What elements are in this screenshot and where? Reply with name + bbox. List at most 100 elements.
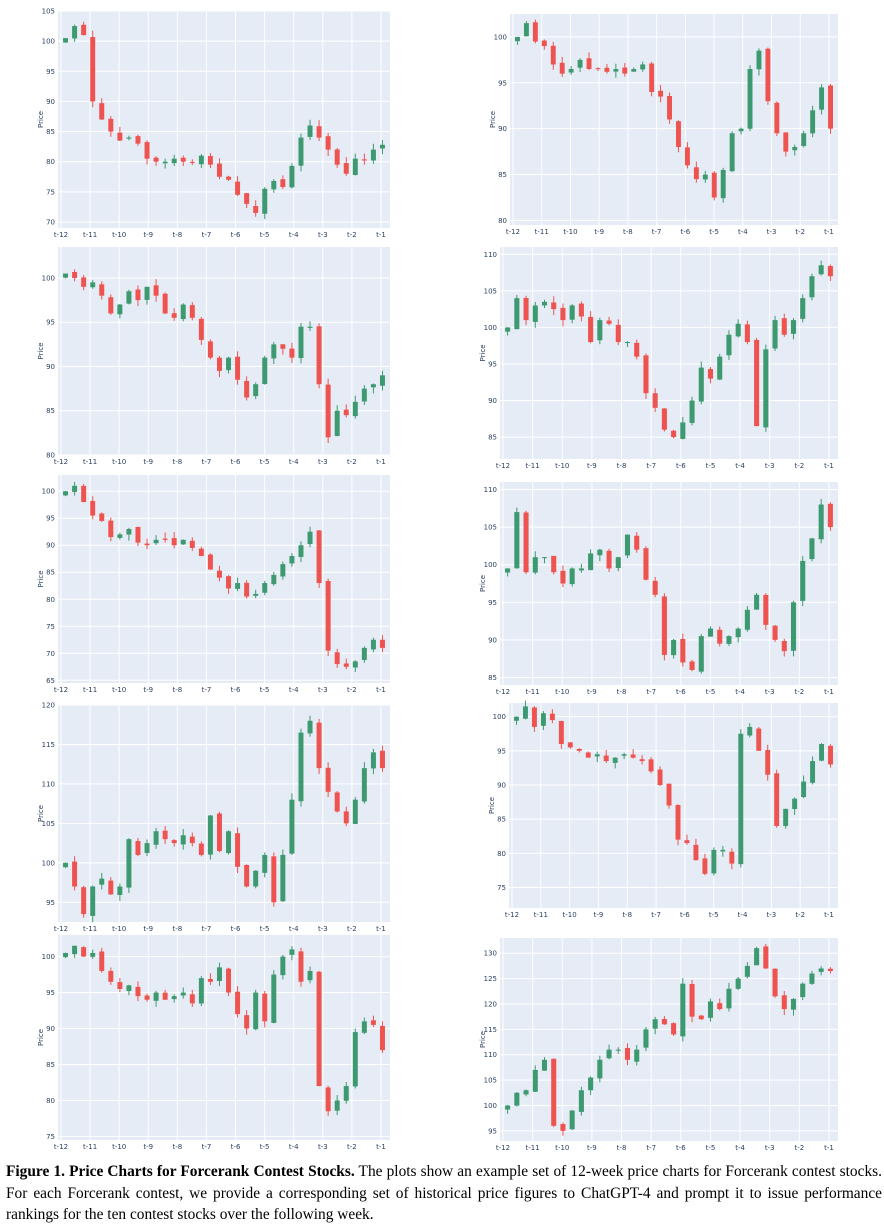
y-tick-label: 85 bbox=[497, 816, 506, 824]
candlestick bbox=[126, 135, 132, 141]
candlestick bbox=[595, 67, 601, 72]
candle-body bbox=[819, 87, 825, 110]
candle-body bbox=[370, 752, 376, 769]
candlestick bbox=[828, 84, 833, 134]
candlestick bbox=[298, 541, 304, 563]
candle-body bbox=[189, 836, 195, 844]
candlestick bbox=[216, 355, 222, 378]
x-tick-label: t-4 bbox=[738, 228, 748, 236]
candle-body bbox=[271, 344, 277, 359]
candlestick bbox=[707, 626, 714, 637]
candlestick bbox=[729, 131, 735, 172]
candlestick bbox=[597, 548, 603, 562]
candle-body bbox=[280, 344, 286, 349]
plot-area bbox=[58, 247, 390, 455]
candle-body bbox=[216, 967, 222, 981]
candlestick bbox=[280, 849, 286, 903]
candle-body bbox=[361, 647, 367, 660]
price-chart-3: 80 85 90 95 100 t-12 t-11 t-10 t-9 t-8 t-7 t-6 t-5 t-… bbox=[37, 247, 390, 466]
candle-body bbox=[226, 357, 232, 371]
y-tick-label: 115 bbox=[484, 1026, 497, 1034]
candlestick bbox=[560, 565, 566, 588]
candlestick bbox=[532, 551, 538, 575]
x-tick-label: t-9 bbox=[587, 462, 597, 470]
candle-body bbox=[325, 1087, 331, 1112]
candlestick bbox=[652, 576, 658, 598]
candlestick bbox=[379, 370, 385, 391]
candlestick bbox=[689, 396, 695, 426]
y-tick-label: 105 bbox=[484, 287, 497, 295]
candlestick bbox=[698, 1014, 704, 1020]
candlestick bbox=[567, 742, 573, 749]
candlestick bbox=[661, 593, 667, 661]
candlestick bbox=[667, 92, 672, 124]
candle-body bbox=[343, 663, 349, 667]
candle-body bbox=[588, 1077, 594, 1091]
candle-body bbox=[198, 843, 204, 855]
candlestick bbox=[207, 814, 213, 860]
candlestick bbox=[661, 1015, 667, 1026]
candlestick bbox=[343, 658, 349, 670]
candle-body bbox=[171, 996, 177, 1000]
x-tick-label: t-5 bbox=[706, 462, 716, 470]
candlestick bbox=[235, 176, 241, 197]
x-tick-label: t-12 bbox=[496, 1144, 510, 1152]
candlestick bbox=[597, 1055, 603, 1083]
candlestick bbox=[698, 361, 704, 405]
candlestick bbox=[569, 567, 575, 587]
figure-caption: Figure 1. Price Charts for Forcerank Con… bbox=[6, 1161, 882, 1226]
y-tick-label: 95 bbox=[488, 1127, 497, 1135]
price-chart-7: 95 100 105 110 115 120 t-12 t-11 t-10 t-9 t-8 t-7 t-… bbox=[37, 702, 390, 933]
candle-body bbox=[735, 628, 741, 638]
y-axis-label: Price bbox=[479, 344, 487, 361]
candlestick bbox=[343, 404, 349, 418]
candlestick bbox=[162, 826, 168, 844]
candle-body bbox=[325, 384, 331, 438]
x-tick-label: t-7 bbox=[202, 686, 212, 694]
candle-body bbox=[253, 870, 259, 887]
x-tick-label: t-8 bbox=[617, 1144, 627, 1152]
y-tick-label: 70 bbox=[46, 650, 55, 658]
candlestick bbox=[702, 853, 708, 876]
y-tick-label: 100 bbox=[494, 33, 507, 41]
candlestick bbox=[735, 976, 741, 991]
candle-body bbox=[81, 24, 87, 36]
candle-body bbox=[649, 63, 655, 92]
candle-body bbox=[684, 147, 690, 166]
candlestick bbox=[352, 153, 358, 176]
candle-body bbox=[298, 951, 304, 982]
candle-body bbox=[198, 318, 204, 340]
x-tick-label: t-9 bbox=[587, 1144, 597, 1152]
candlestick bbox=[735, 319, 741, 338]
candlestick bbox=[819, 84, 825, 115]
candle-body bbox=[717, 356, 723, 380]
candle-body bbox=[578, 303, 584, 317]
candlestick bbox=[171, 154, 177, 167]
x-tick-label: t-10 bbox=[555, 688, 569, 696]
candlestick bbox=[198, 154, 204, 168]
candlestick bbox=[144, 538, 150, 550]
candle-body bbox=[99, 284, 105, 296]
candlestick bbox=[235, 986, 241, 1018]
candle-body bbox=[684, 840, 690, 844]
candlestick bbox=[352, 797, 358, 825]
candlestick bbox=[819, 743, 825, 762]
candle-body bbox=[189, 161, 195, 163]
candle-body bbox=[754, 594, 760, 610]
candle-body bbox=[800, 983, 806, 998]
candlestick bbox=[262, 990, 268, 1028]
price-chart-10: 95 100 105 110 115 120 125 130 t-12 t-11 t-10 t-9 t-… bbox=[479, 938, 838, 1152]
candle-body bbox=[271, 574, 277, 585]
candlestick bbox=[630, 749, 636, 759]
y-axis-label: Price bbox=[37, 1029, 45, 1046]
candlestick bbox=[198, 317, 204, 345]
candlestick bbox=[684, 834, 690, 845]
candlestick bbox=[578, 301, 584, 322]
x-tick-label: t-2 bbox=[347, 458, 357, 466]
x-tick-label: t-10 bbox=[112, 231, 126, 239]
candle-body bbox=[343, 163, 349, 174]
candlestick bbox=[532, 1065, 538, 1092]
candlestick bbox=[765, 744, 771, 781]
candle-body bbox=[271, 974, 277, 1023]
candle-body bbox=[772, 625, 778, 640]
